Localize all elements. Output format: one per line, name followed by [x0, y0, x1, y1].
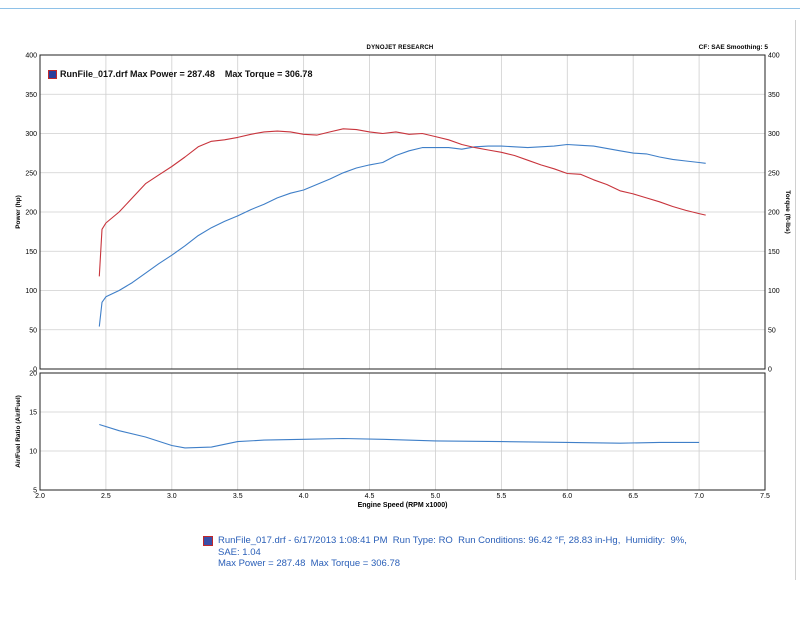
y-tick-label-torque: 250	[768, 170, 780, 177]
y-tick-label-afr: 5	[33, 488, 37, 495]
x-tick-label: 7.0	[694, 493, 704, 500]
top-panel-grid	[40, 55, 765, 369]
chart-header-settings: CF: SAE Smoothing: 5	[698, 44, 768, 51]
y-tick-label-power: 0	[33, 367, 37, 374]
legend: RunFile_017.drf Max Power = 287.48 Max T…	[48, 69, 312, 79]
torque-curve	[98, 128, 706, 277]
x-tick-label: 5.5	[496, 493, 506, 500]
series-layer	[98, 128, 706, 449]
x-tick-label: 6.5	[628, 493, 638, 500]
axis-labels: 2.0 2.5 3.0 3.5 4.0 4.5 5.0 5.5 6.0 6.5 7.0 7.50501…	[15, 53, 791, 510]
y-tick-label-torque: 200	[768, 210, 780, 217]
run-info-footer: RunFile_017.drf - 6/17/2013 1:08:41 PM R…	[203, 535, 687, 570]
footer-run-line: RunFile_017.drf - 6/17/2013 1:08:41 PM R…	[218, 535, 687, 546]
chart-header-title: DYNOJET RESEARCH	[366, 45, 434, 51]
top-panel-frame	[39, 54, 766, 370]
x-tick-label: 3.0	[167, 493, 177, 500]
y-tick-label-torque: 150	[768, 249, 780, 256]
legend-swatch	[48, 69, 57, 79]
afr-curve	[99, 423, 700, 449]
top-rule	[0, 8, 800, 9]
y-tick-label-power: 50	[29, 327, 37, 334]
x-tick-label: 4.0	[299, 493, 309, 500]
footer-sae-line: SAE: 1.04	[218, 546, 261, 558]
y-tick-label-power: 300	[25, 131, 37, 138]
power-curve	[98, 143, 706, 327]
y-tick-label-torque: 350	[768, 92, 780, 99]
y-tick-label-afr: 10	[29, 449, 37, 456]
y-tick-label-torque: 300	[768, 131, 780, 138]
bottom-panel-grid	[40, 373, 765, 490]
x-tick-label: 4.5	[365, 493, 375, 500]
footer-max-line: Max Power = 287.48 Max Torque = 306.78	[218, 558, 401, 569]
torque-axis-label: Torque (ft-lbs)	[784, 190, 791, 234]
y-tick-label-torque: 100	[768, 288, 780, 295]
y-tick-label-power: 350	[25, 92, 37, 99]
y-tick-label-torque: 50	[768, 327, 776, 334]
y-tick-label-power: 250	[25, 170, 37, 177]
footer-swatch	[203, 536, 213, 546]
chart-axes	[39, 54, 766, 491]
y-tick-label-power: 200	[25, 210, 37, 217]
y-tick-label-power: 400	[25, 53, 37, 60]
power-axis-label: Power (hp)	[15, 195, 22, 229]
x-tick-label: 3.5	[233, 493, 243, 500]
x-tick-label: 7.5	[760, 493, 770, 500]
rpm-axis-label: Engine Speed (RPM x1000)	[358, 502, 448, 509]
y-tick-label-afr: 20	[29, 371, 37, 378]
y-tick-label-power: 150	[25, 249, 37, 256]
x-tick-label: 2.0	[35, 493, 45, 500]
y-tick-label-power: 100	[25, 288, 37, 295]
y-tick-label-torque: 0	[768, 367, 772, 374]
afr-axis-label: Air/Fuel Ratio (Air/Fuel)	[15, 395, 22, 468]
x-tick-label: 6.0	[562, 493, 572, 500]
y-tick-label-afr: 15	[29, 410, 37, 417]
bottom-panel-frame	[39, 372, 766, 491]
right-rule	[795, 20, 796, 580]
x-tick-label: 2.5	[101, 493, 111, 500]
y-tick-label-torque: 400	[768, 53, 780, 60]
legend-text: RunFile_017.drf Max Power = 287.48 Max T…	[60, 69, 313, 79]
x-tick-label: 5.0	[431, 493, 441, 500]
